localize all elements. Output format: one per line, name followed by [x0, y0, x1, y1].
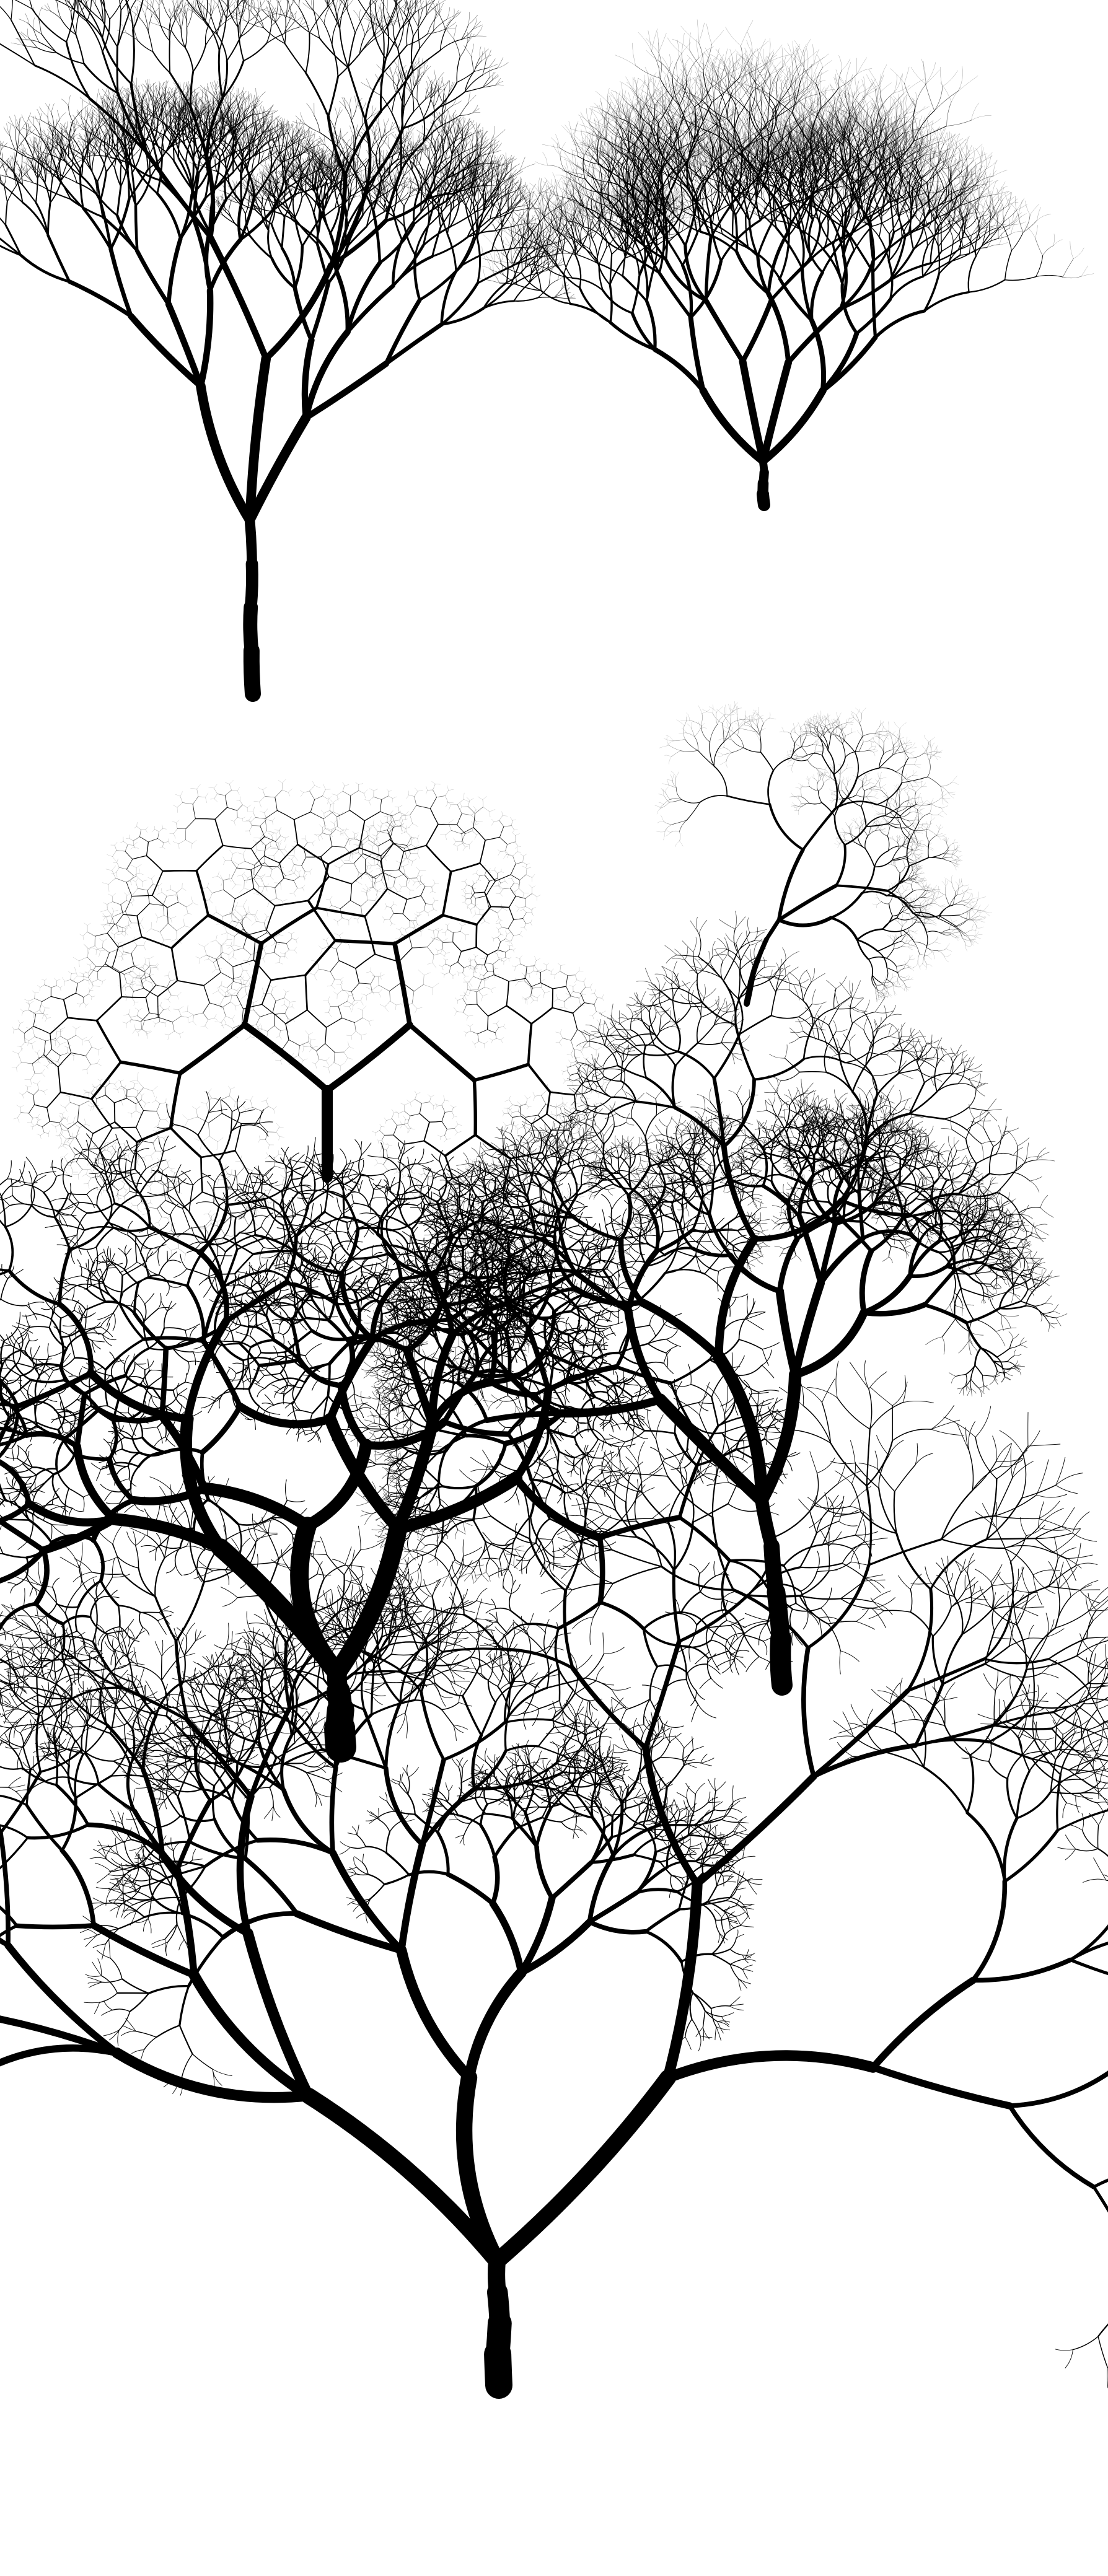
branch: [250, 607, 252, 651]
branch: [142, 101, 143, 120]
branch: [250, 520, 252, 564]
branch: [251, 564, 252, 607]
branch: [136, 206, 137, 251]
